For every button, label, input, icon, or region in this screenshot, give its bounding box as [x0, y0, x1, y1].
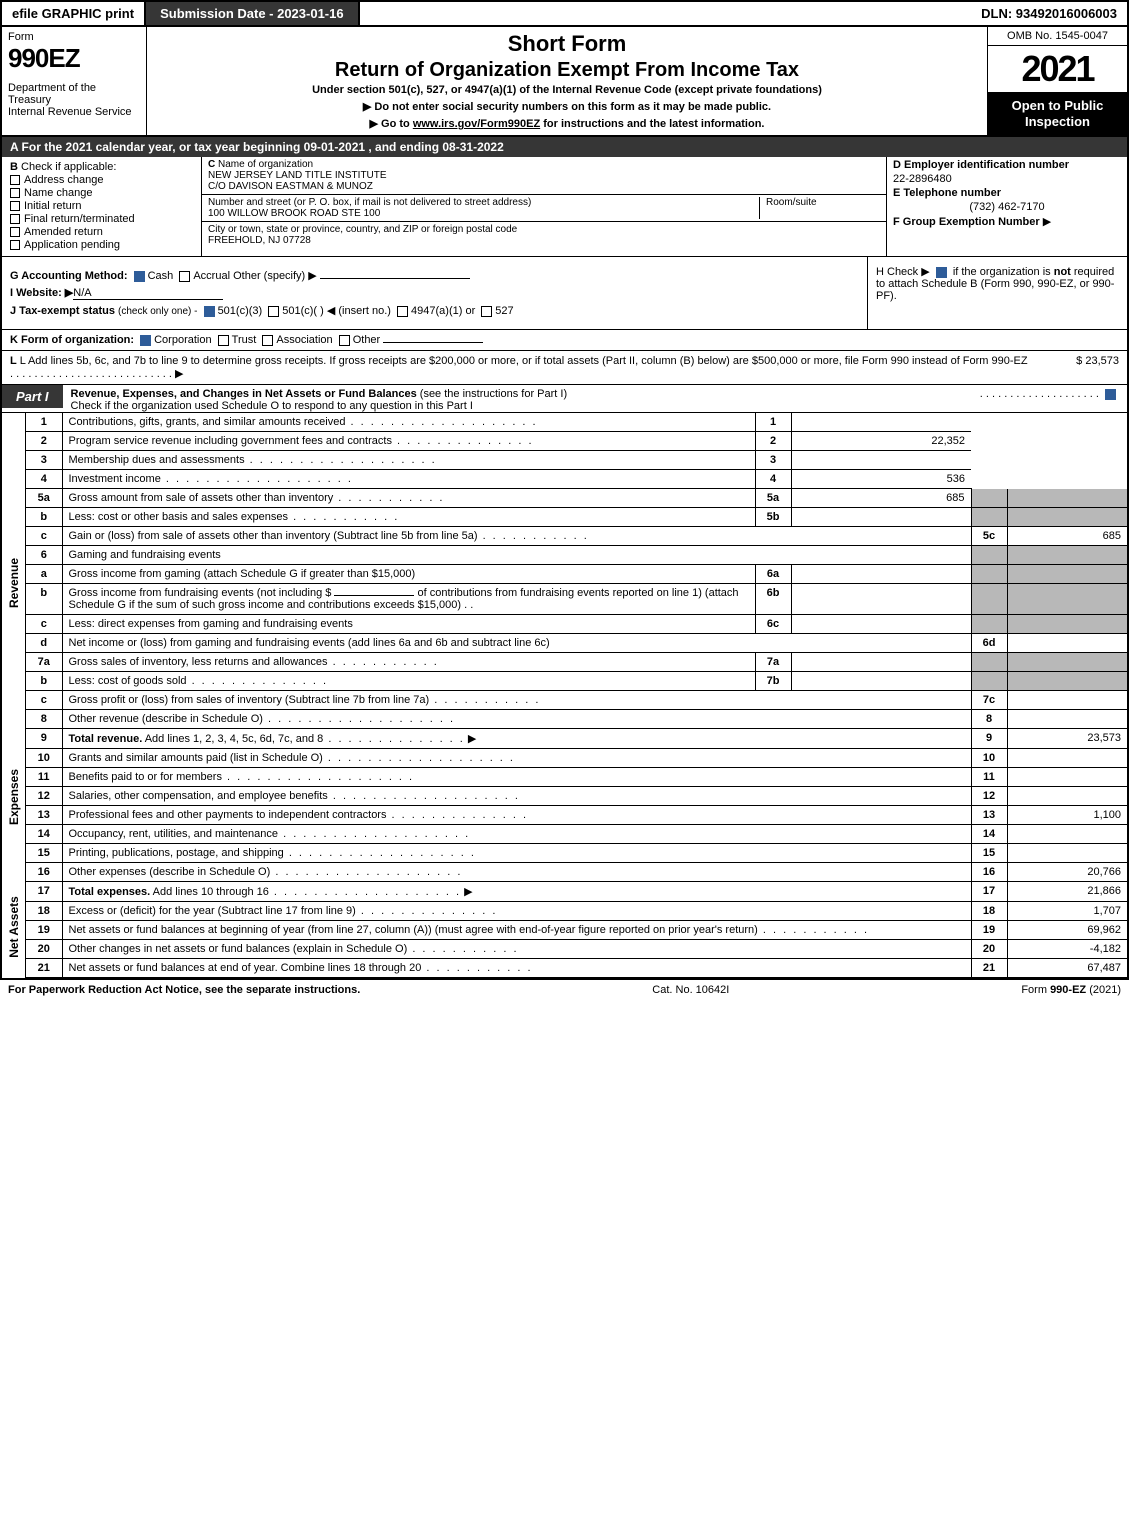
line-7b: bLess: cost of goods sold7b — [26, 672, 1127, 691]
ein-label: D Employer identification number — [893, 159, 1069, 171]
check-amended-return[interactable]: Amended return — [10, 226, 193, 238]
line-12: 12Salaries, other compensation, and empl… — [26, 787, 1127, 806]
row-k: K Form of organization: Corporation Trus… — [2, 330, 1127, 351]
line-14: 14Occupancy, rent, utilities, and mainte… — [26, 825, 1127, 844]
part-1-header: Part I Revenue, Expenses, and Changes in… — [0, 385, 1129, 413]
omb-number: OMB No. 1545-0047 — [988, 27, 1127, 46]
return-title: Return of Organization Exempt From Incom… — [155, 59, 979, 82]
line-5a: 5aGross amount from sale of assets other… — [26, 489, 1127, 508]
dln-label: DLN: 93492016006003 — [971, 2, 1127, 25]
b-check-label: Check if applicable: — [21, 161, 116, 173]
irs-link[interactable]: www.irs.gov/Form990EZ — [413, 118, 540, 130]
line-6a: aGross income from gaming (attach Schedu… — [26, 565, 1127, 584]
line-6: 6Gaming and fundraising events — [26, 546, 1127, 565]
side-label-revenue: Revenue Expenses Net Assets — [2, 413, 26, 978]
line-4: 4Investment income4536 — [26, 470, 1127, 489]
line-15: 15Printing, publications, postage, and s… — [26, 844, 1127, 863]
check-trust[interactable] — [218, 335, 229, 346]
line-19: 19Net assets or fund balances at beginni… — [26, 921, 1127, 940]
check-4947[interactable] — [397, 306, 408, 317]
org-name-label: Name of organization — [218, 159, 313, 170]
website-value: N/A — [73, 287, 223, 300]
telephone-label: E Telephone number — [893, 187, 1001, 199]
page-footer: For Paperwork Reduction Act Notice, see … — [0, 980, 1129, 1000]
h-label: H Check ▶ — [876, 266, 930, 278]
group-exemption-label: F Group Exemption Number — [893, 216, 1040, 228]
form-label: Form — [8, 31, 140, 43]
warning-line: ▶ Do not enter social security numbers o… — [155, 100, 979, 113]
line-6d: dNet income or (loss) from gaming and fu… — [26, 634, 1127, 653]
room-suite-label: Room/suite — [760, 197, 880, 219]
form-number: 990EZ — [8, 43, 140, 74]
line-6c: cLess: direct expenses from gaming and f… — [26, 615, 1127, 634]
efile-print-button[interactable]: efile GRAPHIC print — [2, 2, 146, 25]
line-5b: bLess: cost or other basis and sales exp… — [26, 508, 1127, 527]
city-value: FREEHOLD, NJ 07728 — [208, 235, 311, 246]
section-ghij: G Accounting Method: Cash Accrual Other … — [0, 257, 1129, 330]
footer-right: Form 990-EZ (2021) — [1021, 984, 1121, 996]
line-7c: cGross profit or (loss) from sales of in… — [26, 691, 1127, 710]
gross-receipts-amount: $ 23,573 — [1076, 355, 1119, 380]
line-8: 8Other revenue (describe in Schedule O)8 — [26, 710, 1127, 729]
under-section: Under section 501(c), 527, or 4947(a)(1)… — [155, 84, 979, 96]
line-21: 21Net assets or fund balances at end of … — [26, 959, 1127, 978]
line-9: 9Total revenue. Add lines 1, 2, 3, 4, 5c… — [26, 729, 1127, 749]
tax-year: 2021 — [988, 46, 1127, 92]
line-7a: 7aGross sales of inventory, less returns… — [26, 653, 1127, 672]
city-label: City or town, state or province, country… — [208, 224, 517, 235]
line-16: 16Other expenses (describe in Schedule O… — [26, 863, 1127, 882]
section-bcd: B Check if applicable: Address change Na… — [0, 157, 1129, 257]
form-header: Form 990EZ Department of the Treasury In… — [0, 27, 1129, 137]
footer-catalog: Cat. No. 10642I — [652, 984, 729, 996]
b-label: B — [10, 161, 18, 173]
check-schedule-o[interactable] — [1105, 389, 1116, 400]
check-association[interactable] — [262, 335, 273, 346]
check-initial-return[interactable]: Initial return — [10, 200, 193, 212]
row-a-tax-year: A For the 2021 calendar year, or tax yea… — [0, 137, 1129, 157]
street-value: 100 WILLOW BROOK ROAD STE 100 — [208, 208, 380, 219]
line-20: 20Other changes in net assets or fund ba… — [26, 940, 1127, 959]
check-accrual[interactable] — [179, 271, 190, 282]
check-other-org[interactable] — [339, 335, 350, 346]
line-1: 1Contributions, gifts, grants, and simil… — [26, 413, 1127, 432]
check-application-pending[interactable]: Application pending — [10, 239, 193, 251]
check-final-return[interactable]: Final return/terminated — [10, 213, 193, 225]
j-label: J Tax-exempt status — [10, 305, 115, 317]
line-17: 17Total expenses. Add lines 10 through 1… — [26, 882, 1127, 902]
i-label: I Website: ▶ — [10, 287, 73, 299]
open-to-public: Open to Public Inspection — [988, 92, 1127, 135]
check-schedule-b[interactable] — [936, 267, 947, 278]
line-2: 2Program service revenue including gover… — [26, 432, 1127, 451]
telephone-value: (732) 462-7170 — [893, 201, 1121, 213]
org-name-2: C/O DAVISON EASTMAN & MUNOZ — [208, 181, 373, 192]
line-10: 10Grants and similar amounts paid (list … — [26, 749, 1127, 768]
revenue-table: 1Contributions, gifts, grants, and simil… — [26, 413, 1127, 978]
line-11: 11Benefits paid to or for members11 — [26, 768, 1127, 787]
irs-link-line: ▶ Go to www.irs.gov/Form990EZ for instru… — [155, 117, 979, 130]
org-name-1: NEW JERSEY LAND TITLE INSTITUTE — [208, 170, 387, 181]
ein-value: 22-2896480 — [893, 173, 1121, 185]
line-6b: bGross income from fundraising events (n… — [26, 584, 1127, 615]
short-form-title: Short Form — [155, 31, 979, 57]
check-address-change[interactable]: Address change — [10, 174, 193, 186]
line-13: 13Professional fees and other payments t… — [26, 806, 1127, 825]
dept-label: Department of the Treasury Internal Reve… — [8, 82, 140, 118]
line-3: 3Membership dues and assessments3 — [26, 451, 1127, 470]
check-name-change[interactable]: Name change — [10, 187, 193, 199]
check-501c[interactable] — [268, 306, 279, 317]
g-label: G Accounting Method: — [10, 270, 128, 282]
street-label: Number and street (or P. O. box, if mail… — [208, 197, 531, 208]
row-l: L L Add lines 5b, 6c, and 7b to line 9 t… — [2, 351, 1127, 385]
line-5c: cGain or (loss) from sale of assets othe… — [26, 527, 1127, 546]
part-1-tab: Part I — [2, 385, 63, 408]
footer-left: For Paperwork Reduction Act Notice, see … — [8, 984, 360, 996]
submission-date-button[interactable]: Submission Date - 2023-01-16 — [146, 2, 360, 25]
top-bar: efile GRAPHIC print Submission Date - 20… — [0, 0, 1129, 27]
check-527[interactable] — [481, 306, 492, 317]
check-corporation[interactable] — [140, 335, 151, 346]
check-501c3[interactable] — [204, 306, 215, 317]
check-cash[interactable] — [134, 271, 145, 282]
line-18: 18Excess or (deficit) for the year (Subt… — [26, 902, 1127, 921]
